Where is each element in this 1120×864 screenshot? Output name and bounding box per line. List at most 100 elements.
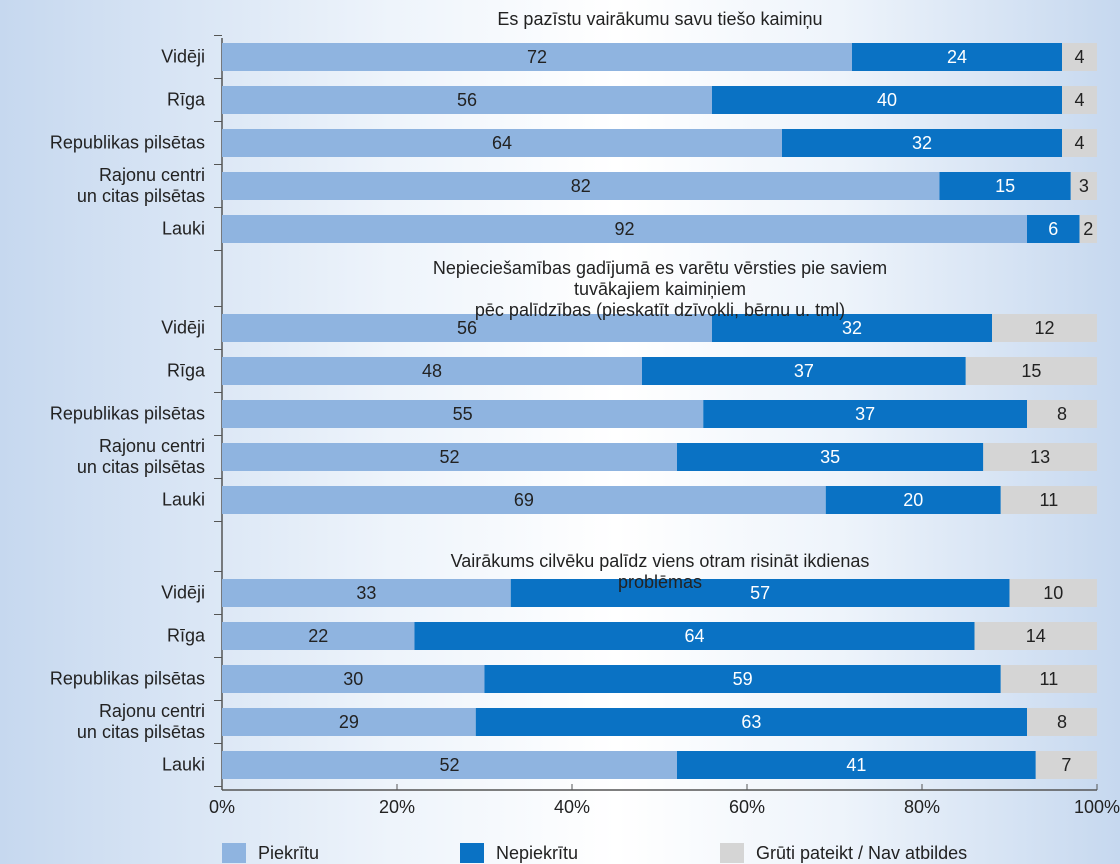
value-label: 29 <box>339 712 359 732</box>
bar-segment <box>1062 43 1097 71</box>
value-label: 41 <box>846 755 866 775</box>
bar-segment <box>222 400 704 428</box>
value-label: 69 <box>514 490 534 510</box>
bar-segment <box>712 86 1062 114</box>
category-label: Vidēji <box>161 46 205 67</box>
category-label: Lauki <box>161 489 205 510</box>
legend-label: Nepiekrītu <box>496 843 578 863</box>
bar-segment <box>782 129 1062 157</box>
value-label: 55 <box>453 404 473 424</box>
bar-segment <box>222 708 476 736</box>
bar-segment <box>1027 215 1080 243</box>
bar-segment <box>222 129 782 157</box>
x-tick-label: 80% <box>904 797 940 817</box>
bar-segment <box>222 751 677 779</box>
bar-segment <box>475 708 1027 736</box>
legend-label: Piekrītu <box>258 843 319 863</box>
value-label: 24 <box>947 47 967 67</box>
value-label: 14 <box>1026 626 1046 646</box>
panel-title: Es pazīstu vairākumu savu tiešo kaimiņu <box>497 9 823 29</box>
bar-segment <box>677 443 984 471</box>
bar-segment <box>642 357 966 385</box>
value-label: 3 <box>1079 176 1089 196</box>
bar-segment <box>222 86 712 114</box>
bar-segment <box>677 751 1036 779</box>
category-label: Lauki <box>161 218 205 239</box>
value-label: 64 <box>492 133 512 153</box>
bar-segment <box>825 486 1001 514</box>
bar-segment <box>222 486 826 514</box>
value-label: 57 <box>750 583 770 603</box>
bar-segment <box>852 43 1062 71</box>
bar-segment <box>1062 86 1097 114</box>
bar-segment <box>1000 486 1097 514</box>
value-label: 22 <box>308 626 328 646</box>
bar-segment <box>939 172 1071 200</box>
x-tick-label: 0% <box>209 797 235 817</box>
value-label: 63 <box>741 712 761 732</box>
value-label: 32 <box>912 133 932 153</box>
bar-segment <box>222 215 1027 243</box>
value-label: 8 <box>1057 404 1067 424</box>
value-label: 32 <box>842 318 862 338</box>
value-label: 4 <box>1074 47 1084 67</box>
value-label: 4 <box>1074 90 1084 110</box>
value-label: 11 <box>1040 669 1059 689</box>
value-label: 64 <box>684 626 704 646</box>
value-label: 30 <box>343 669 363 689</box>
x-tick-label: 100% <box>1074 797 1120 817</box>
bar-segment <box>1027 400 1097 428</box>
bar-segment <box>222 622 415 650</box>
bar-segment <box>974 622 1097 650</box>
bar-segment <box>510 579 1010 607</box>
value-label: 12 <box>1034 318 1054 338</box>
category-label: Rīga <box>166 360 205 381</box>
value-label: 4 <box>1074 133 1084 153</box>
bar-segment <box>222 443 677 471</box>
value-label: 48 <box>422 361 442 381</box>
legend-swatch <box>720 843 744 863</box>
value-label: 52 <box>439 447 459 467</box>
bar-segment <box>703 400 1027 428</box>
bar-segment <box>222 579 511 607</box>
value-label: 59 <box>733 669 753 689</box>
value-label: 52 <box>439 755 459 775</box>
category-label: Rīga <box>166 89 205 110</box>
panel-title: Vairākums cilvēku palīdz viens otram ris… <box>450 551 870 592</box>
category-label: Rīga <box>166 625 205 646</box>
category-label: Republikas pilsētas <box>49 403 205 424</box>
bar-segment <box>222 43 852 71</box>
x-tick-label: 60% <box>729 797 765 817</box>
value-label: 82 <box>571 176 591 196</box>
bar-segment <box>484 665 1001 693</box>
value-label: 13 <box>1030 447 1050 467</box>
bar-segment <box>222 172 940 200</box>
bar-segment <box>1000 665 1097 693</box>
value-label: 10 <box>1043 583 1063 603</box>
value-label: 15 <box>1021 361 1041 381</box>
category-label: Vidēji <box>161 582 205 603</box>
value-label: 56 <box>457 318 477 338</box>
legend-swatch <box>460 843 484 863</box>
bar-segment <box>1009 579 1097 607</box>
value-label: 6 <box>1048 219 1058 239</box>
value-label: 15 <box>995 176 1015 196</box>
value-label: 37 <box>794 361 814 381</box>
value-label: 8 <box>1057 712 1067 732</box>
category-label: Vidēji <box>161 317 205 338</box>
category-label: Rajonu centri un citas pilsētas <box>76 165 205 206</box>
category-label: Lauki <box>161 754 205 775</box>
category-label: Republikas pilsētas <box>49 668 205 689</box>
value-label: 2 <box>1083 219 1093 239</box>
x-tick-label: 20% <box>379 797 415 817</box>
value-label: 33 <box>356 583 376 603</box>
bar-segment <box>712 314 992 342</box>
x-tick-label: 40% <box>554 797 590 817</box>
panel-title: Nepieciešamības gadījumā es varētu vērst… <box>432 258 888 320</box>
category-label: Rajonu centri un citas pilsētas <box>76 436 205 477</box>
bar-segment <box>992 314 1097 342</box>
bar-segment <box>414 622 975 650</box>
bar-segment <box>222 665 485 693</box>
value-label: 37 <box>855 404 875 424</box>
